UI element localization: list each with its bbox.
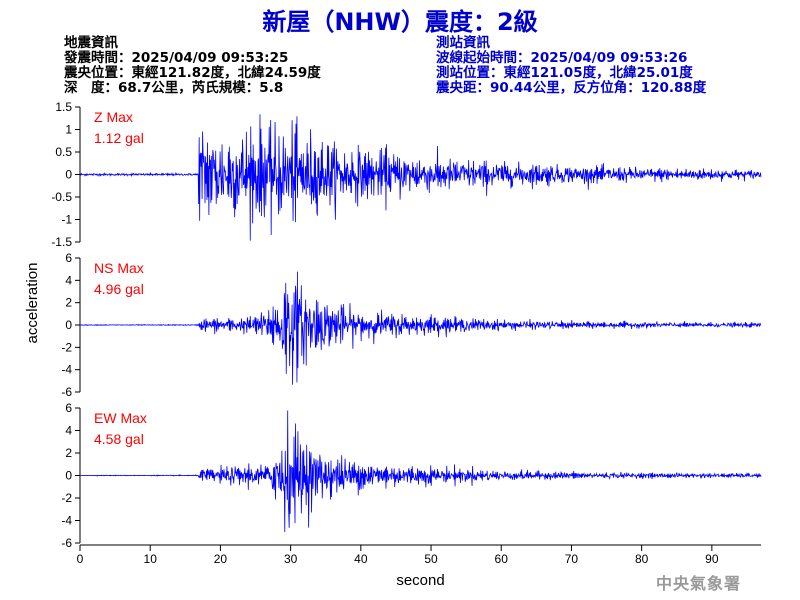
y-tick-label: 6: [65, 251, 72, 265]
y-tick-label: 0: [65, 318, 72, 332]
max-label-z: Z Max: [94, 109, 133, 125]
max-value-ns: 4.96 gal: [94, 281, 144, 297]
agency-watermark: 中央氣象署: [656, 574, 742, 593]
x-axis-title: second: [396, 572, 444, 589]
x-tick-label: 90: [705, 552, 719, 566]
y-tick-label: -6: [61, 385, 72, 399]
epicentral-distance: 震央距：90.44公里，反方位角：120.88度: [436, 80, 707, 96]
x-tick-label: 20: [214, 552, 228, 566]
y-tick-label: -2: [61, 491, 72, 505]
y-tick-label: -1.5: [51, 235, 72, 249]
y-tick-label: 4: [65, 273, 72, 287]
y-tick-label: -6: [61, 536, 72, 550]
max-value-z: 1.12 gal: [94, 130, 144, 146]
max-label-ns: NS Max: [94, 260, 144, 276]
x-tick-label: 50: [424, 552, 438, 566]
waveform-z: [79, 114, 762, 241]
waveform-ew: [80, 410, 762, 533]
y-tick-label: 0: [65, 168, 72, 182]
origin-time: 發震時間：2025/04/09 09:53:25: [64, 50, 289, 66]
y-tick-label: 6: [65, 401, 72, 415]
max-value-ew: 4.58 gal: [94, 431, 144, 447]
y-tick-label: -4: [61, 514, 72, 528]
x-tick-label: 60: [495, 552, 509, 566]
y-tick-label: -1: [61, 213, 72, 227]
waveform-ns: [79, 271, 762, 385]
x-tick-label: 10: [144, 552, 158, 566]
y-tick-label: -2: [61, 340, 72, 354]
y-tick-label: 0.5: [55, 145, 72, 159]
x-tick-label: 80: [635, 552, 649, 566]
y-tick-label: 1: [65, 123, 72, 137]
x-tick-label: 40: [354, 552, 368, 566]
y-tick-label: -4: [61, 363, 72, 377]
x-tick-label: 70: [565, 552, 579, 566]
x-tick-label: 0: [77, 552, 84, 566]
epicenter-location: 震央位置：東經121.82度，北緯24.59度: [64, 65, 321, 81]
station-info-heading: 測站資訊: [436, 35, 490, 51]
quake-info-heading: 地震資訊: [64, 35, 118, 51]
y-tick-label: 2: [65, 296, 72, 310]
y-tick-label: 0: [65, 469, 72, 483]
depth-magnitude: 深 度：68.7公里，芮氏規模：5.8: [64, 80, 284, 96]
y-tick-label: 1.5: [55, 100, 72, 114]
y-tick-label: 2: [65, 446, 72, 460]
arrival-time: 波線起始時間：2025/04/09 09:53:26: [436, 50, 688, 66]
y-axis-title: acceleration: [24, 263, 41, 344]
station-info-block: 測站資訊 波線起始時間：2025/04/09 09:53:26 測站位置：東經1…: [436, 36, 706, 96]
chart-title: 新屋（NHW）震度：2級: [262, 8, 538, 36]
max-label-ew: EW Max: [94, 410, 147, 426]
quake-info-block: 地震資訊 發震時間：2025/04/09 09:53:25 震央位置：東經121…: [64, 36, 321, 96]
y-tick-label: 4: [65, 424, 72, 438]
y-tick-label: -0.5: [51, 190, 72, 204]
station-location: 測站位置：東經121.05度，北緯25.01度: [436, 65, 693, 81]
x-tick-label: 30: [284, 552, 298, 566]
